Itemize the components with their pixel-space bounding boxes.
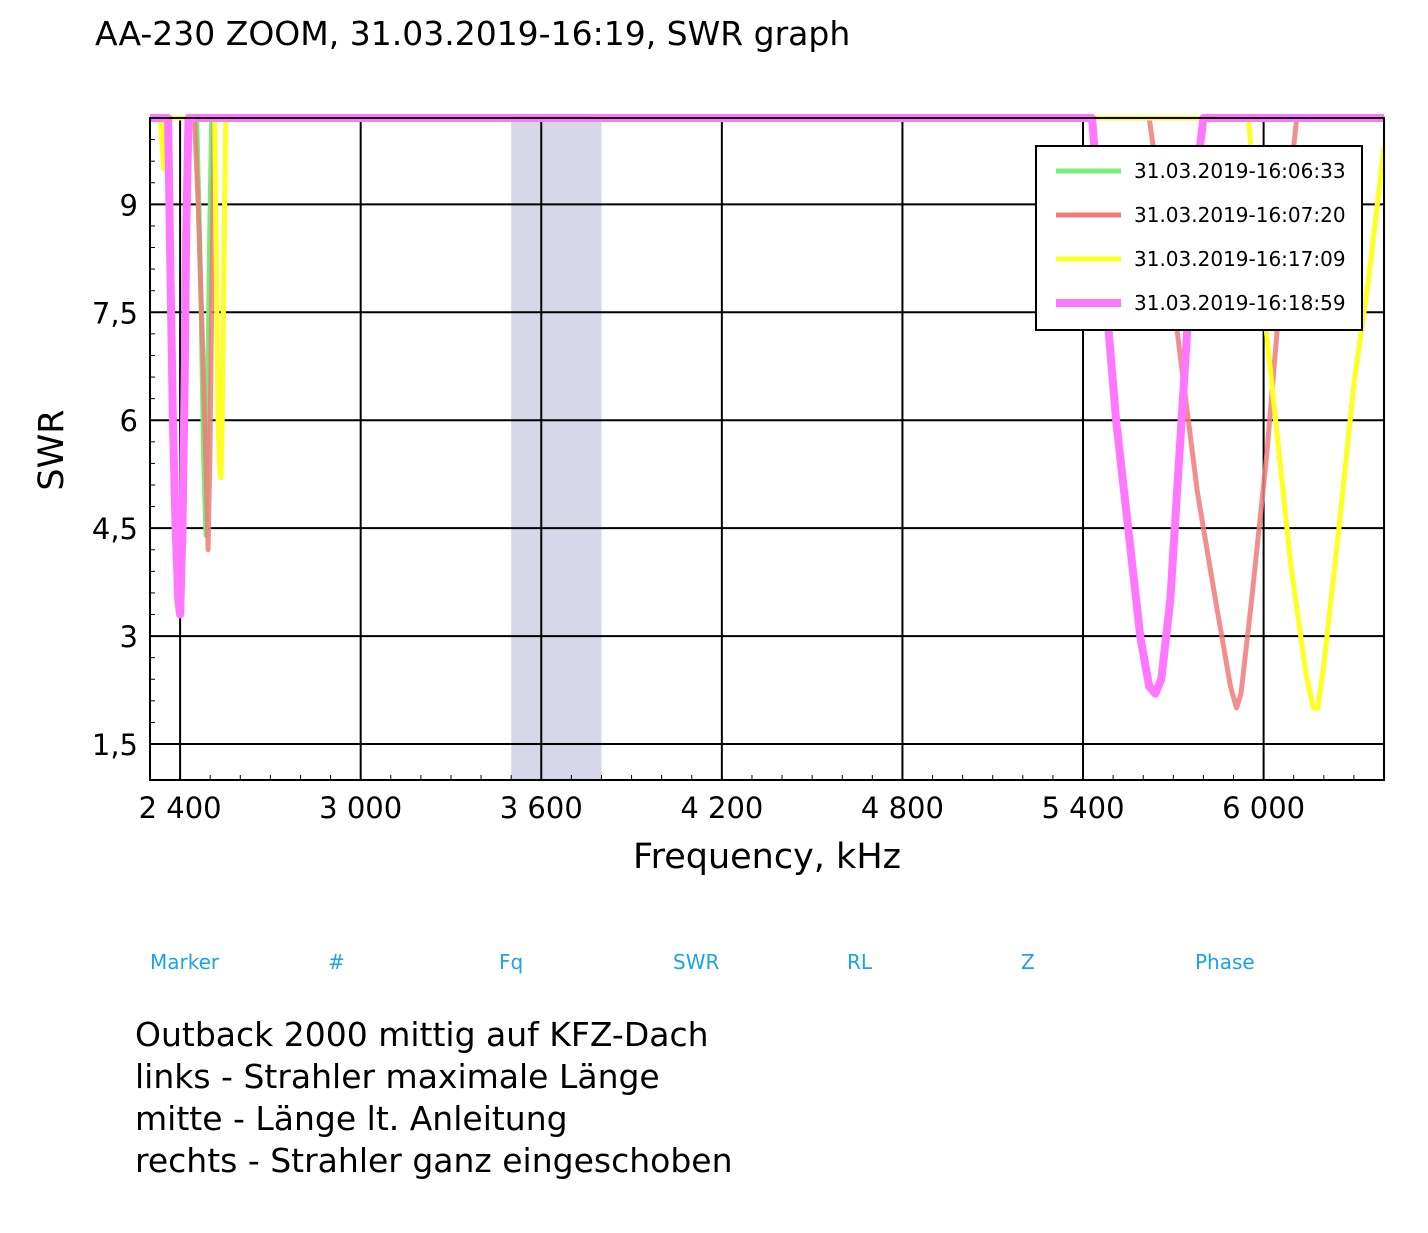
- y-tick-label: 3: [120, 620, 138, 654]
- marker-col-rl[interactable]: RL: [847, 950, 873, 974]
- markers-table-header: Marker # Fq SWR RL Z Phase: [0, 950, 1428, 980]
- marker-col-marker[interactable]: Marker: [150, 950, 220, 974]
- x-tick-label: 4 800: [861, 791, 944, 825]
- y-axis-label: SWR: [32, 409, 72, 490]
- marker-col-z[interactable]: Z: [1021, 950, 1035, 974]
- y-tick-label: 4,5: [92, 512, 138, 546]
- x-tick-label: 3 000: [319, 791, 402, 825]
- swr-chart: 2 400 3 000 3 600 4 200 4 800 5 400 6 000 1,5 3 4…: [32, 114, 1385, 877]
- y-tick-label: 9: [120, 188, 138, 222]
- series-line-2: [150, 115, 1384, 711]
- notes: Outback 2000 mittig auf KFZ-Dach links -…: [135, 1014, 732, 1182]
- note-line: rechts - Strahler ganz eingeschoben: [135, 1141, 733, 1180]
- legend-label: 31.03.2019-16:07:20: [1134, 203, 1346, 227]
- plot-frame: [149, 117, 1385, 781]
- note-line: mitte - Länge lt. Anleitung: [135, 1099, 568, 1138]
- y-tick-label: 6: [120, 404, 138, 438]
- x-tick-label: 6 000: [1222, 791, 1305, 825]
- legend-label: 31.03.2019-16:06:33: [1134, 159, 1346, 183]
- note-line: Outback 2000 mittig auf KFZ-Dach: [135, 1015, 709, 1054]
- y-tick-label: 7,5: [92, 296, 138, 330]
- x-tick-label: 5 400: [1042, 791, 1125, 825]
- marker-col-phase[interactable]: Phase: [1195, 950, 1255, 974]
- marker-col-swr[interactable]: SWR: [673, 950, 720, 974]
- legend-label: 31.03.2019-16:17:09: [1134, 247, 1346, 271]
- chart-title: AA-230 ZOOM, 31.03.2019-16:19, SWR graph: [95, 14, 851, 53]
- x-tick-label: 2 400: [139, 791, 222, 825]
- legend: 31.03.2019-16:06:33 31.03.2019-16:07:20 31…: [1035, 145, 1363, 331]
- y-tick-label: 1,5: [92, 728, 138, 762]
- note-line: links - Strahler maximale Länge: [135, 1057, 660, 1096]
- series-line-3: [150, 115, 1384, 711]
- band-highlight: [511, 118, 602, 780]
- legend-label: 31.03.2019-16:18:59: [1134, 291, 1346, 315]
- marker-col-number[interactable]: #: [328, 950, 345, 974]
- x-tick-label: 3 600: [500, 791, 583, 825]
- x-tick-label: 4 200: [680, 791, 763, 825]
- marker-col-fq[interactable]: Fq: [499, 950, 524, 974]
- x-axis-label: Frequency, kHz: [633, 837, 901, 877]
